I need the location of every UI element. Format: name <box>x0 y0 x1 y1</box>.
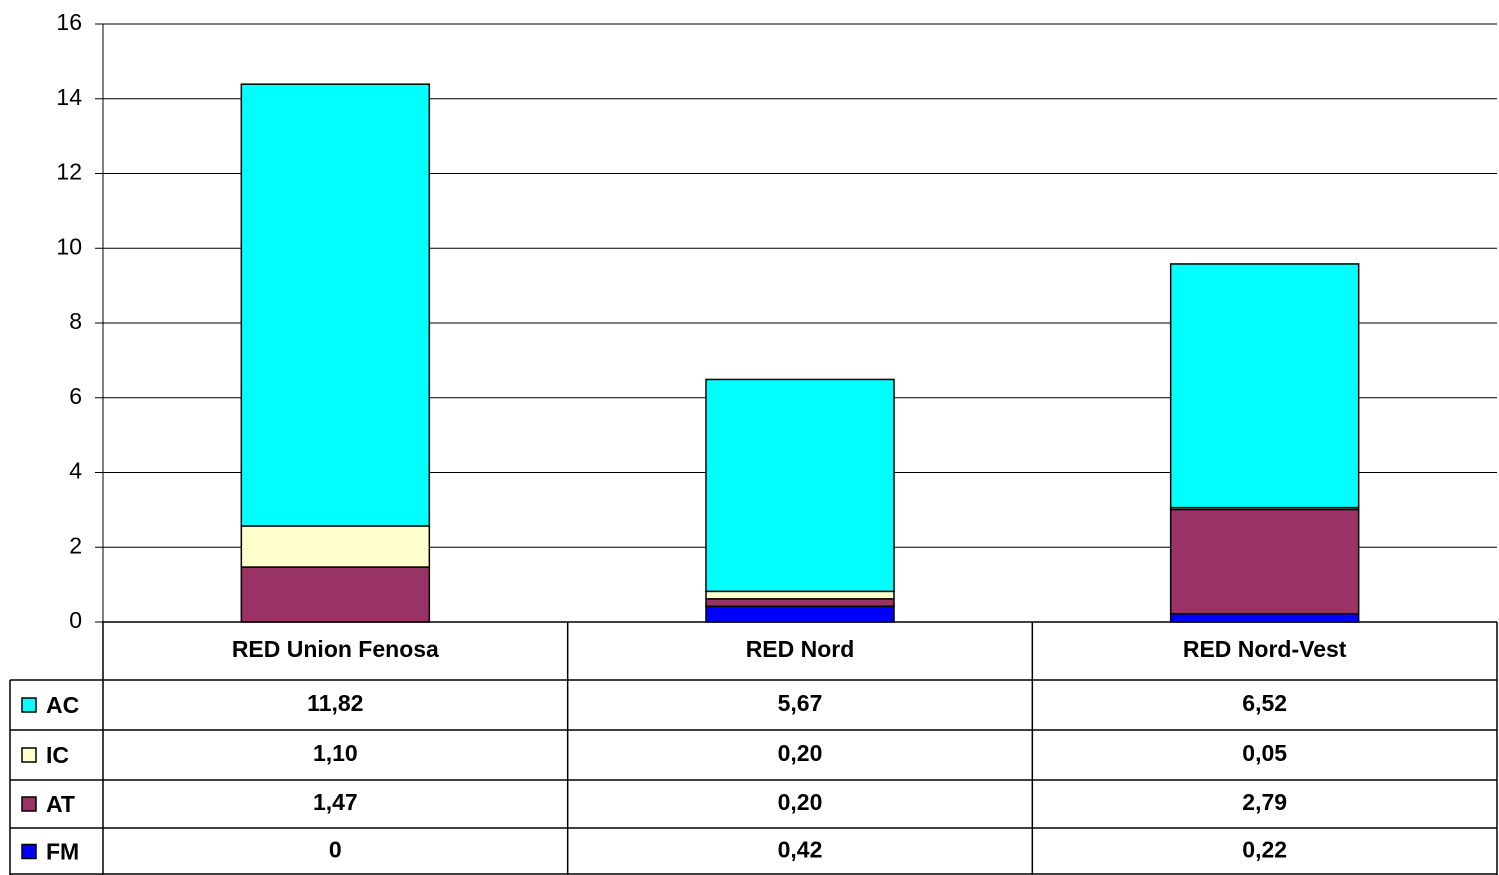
bar-segment <box>705 598 895 608</box>
data-label: 0,05 <box>1242 740 1287 766</box>
bar-segment <box>240 83 431 527</box>
bar-segment <box>1169 508 1360 615</box>
x-tick-label: RED Nord <box>746 636 855 662</box>
bar-segment <box>705 605 895 623</box>
data-label: 1,47 <box>313 789 358 815</box>
y-tick-label: 16 <box>56 9 82 35</box>
legend-swatch <box>21 697 37 713</box>
legend-label: AC <box>46 692 79 718</box>
bar-segment <box>1169 263 1360 509</box>
legend-label: IC <box>46 742 69 768</box>
x-tick-label: RED Nord-Vest <box>1183 636 1347 662</box>
data-label: 1,10 <box>313 740 358 766</box>
data-label: 0 <box>329 837 342 863</box>
y-tick-label: 8 <box>69 308 82 334</box>
data-label: 11,82 <box>307 690 363 716</box>
y-tick-label: 14 <box>56 84 82 110</box>
bar-segment <box>705 378 895 593</box>
y-tick-label: 12 <box>56 159 82 185</box>
x-tick-label: RED Union Fenosa <box>232 636 439 662</box>
legend-swatch <box>21 843 37 860</box>
data-label: 0,20 <box>778 740 823 766</box>
bar-segment <box>240 525 431 568</box>
bar-segment <box>1169 613 1360 623</box>
data-label: 6,52 <box>1242 690 1287 716</box>
data-label: 0,42 <box>778 837 823 863</box>
y-tick-label: 2 <box>69 532 82 558</box>
data-label: 0,20 <box>778 789 823 815</box>
bar-segment <box>240 566 431 623</box>
data-label: 0,22 <box>1242 837 1287 863</box>
y-tick-label: 10 <box>56 233 82 259</box>
bar-segment <box>705 590 895 600</box>
legend-swatch <box>21 796 37 812</box>
y-tick-label: 0 <box>69 607 82 633</box>
y-tick-label: 6 <box>69 383 82 409</box>
data-label: 2,79 <box>1242 789 1287 815</box>
y-tick-label: 4 <box>69 458 82 484</box>
data-label: 5,67 <box>778 690 823 716</box>
legend-label: AT <box>46 791 75 817</box>
legend-swatch <box>21 747 37 763</box>
legend-label: FM <box>46 839 79 865</box>
